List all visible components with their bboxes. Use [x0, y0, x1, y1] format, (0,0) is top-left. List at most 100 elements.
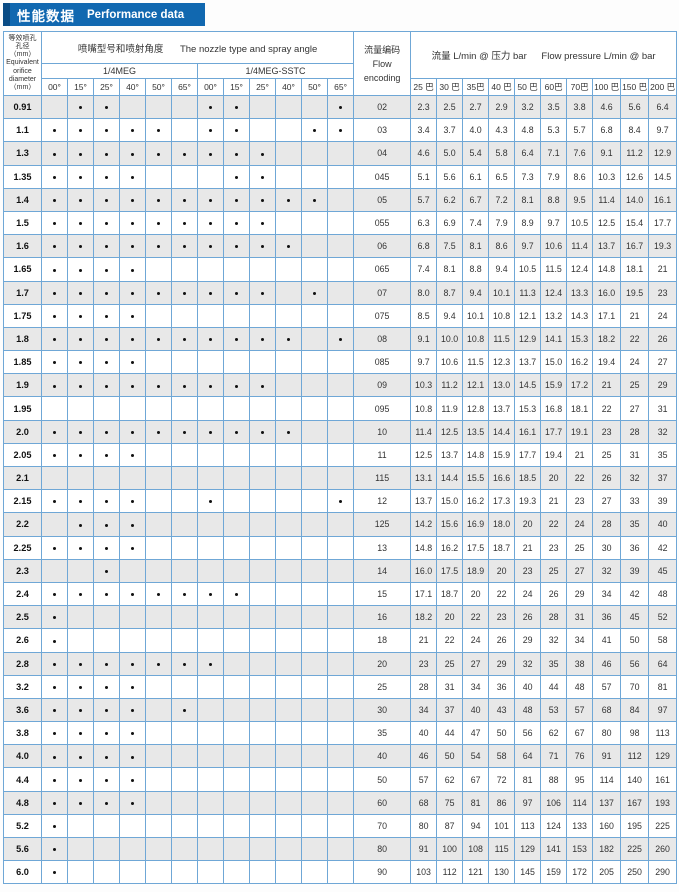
diameter-cell: 4.4: [3, 767, 42, 792]
flow-cell: 13.7: [488, 396, 516, 421]
pressure-header: 40 巴: [488, 78, 516, 96]
angle-dot-cell: [249, 697, 276, 723]
angle-dot-cell: [171, 257, 198, 282]
angle-dot-cell: [41, 744, 68, 769]
diameter-cell: 5.6: [3, 836, 42, 862]
diameter-cell: 2.15: [3, 489, 42, 514]
availability-dot: [79, 129, 82, 133]
availability-dot: [79, 546, 82, 550]
meg-angle-header: 25°: [93, 78, 120, 96]
angle-dot-cell: [67, 350, 94, 375]
angle-dot-cell: [301, 280, 328, 305]
flow-cell: 112: [436, 860, 464, 885]
angle-dot-cell: [249, 581, 276, 607]
angle-dot-cell: [171, 628, 198, 653]
flow-cell: 97: [648, 697, 678, 723]
angle-dot-cell: [326, 465, 355, 491]
availability-dot: [131, 662, 134, 666]
page-title-en: Performance data: [87, 8, 185, 21]
angle-dot-cell: [275, 860, 302, 885]
availability-dot: [53, 175, 56, 179]
angle-dot-cell: [171, 373, 198, 398]
flow-cell: 42: [620, 581, 650, 607]
angle-dot-cell: [119, 419, 146, 444]
angle-dot-cell: [119, 118, 146, 143]
availability-dot: [53, 384, 56, 388]
angle-dot-cell: [145, 280, 172, 305]
availability-dot: [79, 152, 82, 156]
angle-dot-cell: [197, 164, 224, 189]
sstc-angle-header: 40°: [275, 78, 302, 96]
flow-cell: 9.4: [462, 280, 490, 305]
diameter-cell: 5.2: [3, 813, 42, 839]
angle-dot-cell: [145, 813, 172, 839]
availability-dot: [79, 709, 82, 713]
angle-dot-cell: [67, 512, 94, 537]
flow-cell: 8.8: [540, 187, 568, 212]
availability-dot: [53, 755, 56, 759]
pressure-header: 30 巴: [436, 78, 464, 96]
angle-dot-cell: [41, 605, 68, 630]
availability-dot: [53, 338, 56, 342]
availability-dot: [157, 430, 160, 434]
flow-cell: 195: [620, 813, 650, 839]
availability-dot: [53, 245, 56, 249]
flow-cell: 43: [488, 697, 516, 723]
angle-dot-cell: [171, 187, 198, 212]
flow-cell: 84: [620, 697, 650, 723]
angle-dot-cell: [301, 234, 328, 259]
angle-dot-cell: [301, 187, 328, 212]
angle-dot-cell: [41, 396, 68, 421]
flow-cell: 22: [620, 326, 650, 352]
diameter-header-line: （mm）: [9, 51, 36, 59]
angle-dot-cell: [326, 141, 355, 166]
angle-dot-cell: [275, 674, 302, 699]
angle-dot-cell: [41, 581, 68, 607]
angle-dot-cell: [249, 535, 276, 560]
angle-dot-cell: [326, 860, 355, 885]
angle-dot-cell: [326, 118, 355, 143]
flow-cell: 19.4: [540, 442, 568, 468]
angle-dot-cell: [67, 164, 94, 189]
angle-dot-cell: [67, 651, 94, 676]
flow-cell: 14.5: [648, 164, 678, 189]
angle-dot-cell: [326, 558, 355, 583]
flow-encoding-header: 流量编码 Flow encoding: [353, 31, 412, 96]
flow-cell: 14.3: [566, 303, 594, 328]
diameter-cell: 4.0: [3, 744, 42, 769]
angle-dot-cell: [249, 465, 276, 491]
table-body: 0.91 02 2.3 2.5 2.7 2.9 3.2 3.5 3.8 4.6 5.6 6.4 1.1 0…: [3, 94, 678, 885]
angle-dot-cell: [301, 419, 328, 444]
table-row: 1.8 08 9.1 10.0 10.8 11.5 12.9 14.1 15.3 18.2 22 26: [3, 326, 678, 352]
angle-dot-cell: [249, 628, 276, 653]
angle-dot-cell: [249, 210, 276, 236]
angle-dot-cell: [145, 535, 172, 560]
flow-cell: 40: [648, 512, 678, 537]
flow-cell: 24: [514, 581, 542, 607]
availability-dot: [261, 222, 264, 226]
angle-dot-cell: [249, 350, 276, 375]
angle-dot-cell: [119, 721, 146, 746]
angle-dot-cell: [249, 860, 276, 885]
flow-cell: 40: [462, 697, 490, 723]
angle-dot-cell: [145, 187, 172, 212]
diameter-cell: 1.3: [3, 141, 42, 166]
angle-dot-cell: [197, 674, 224, 699]
angle-dot-cell: [301, 836, 328, 862]
angle-dot-cell: [67, 257, 94, 282]
flow-cell: 12.6: [620, 164, 650, 189]
availability-dot: [261, 245, 264, 249]
availability-dot: [79, 268, 82, 272]
angle-dot-cell: [301, 94, 328, 120]
angle-dot-cell: [249, 721, 276, 746]
availability-dot: [157, 152, 160, 156]
flow-pressure-header-en: Flow pressure L/min @ bar: [541, 51, 656, 62]
angle-dot-cell: [171, 744, 198, 769]
flow-cell: 18.5: [514, 465, 542, 491]
flow-cell: 50: [620, 628, 650, 653]
angle-dot-cell: [145, 512, 172, 537]
availability-dot: [79, 801, 82, 805]
angle-dot-cell: [197, 210, 224, 236]
flow-cell: 106: [540, 790, 568, 815]
flow-cell: 91: [592, 744, 622, 769]
